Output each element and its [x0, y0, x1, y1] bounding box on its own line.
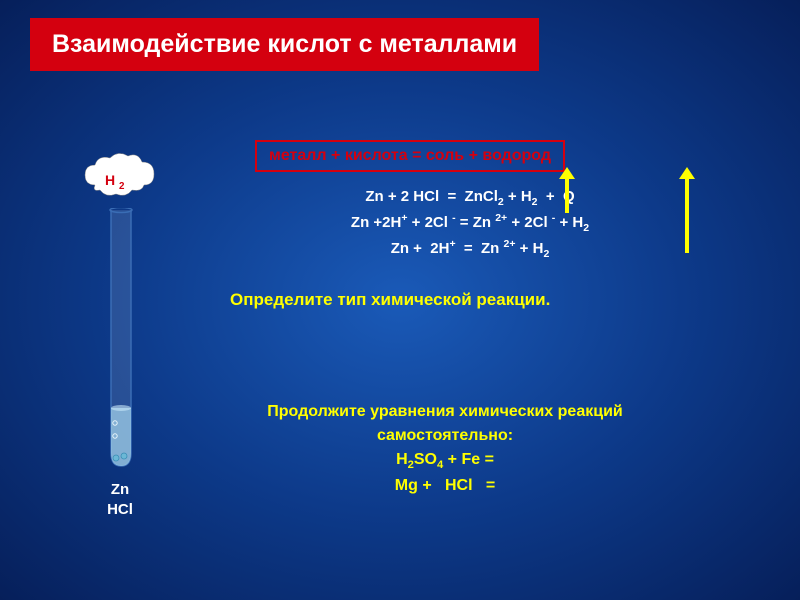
tube-hcl-label: HCl	[70, 500, 170, 520]
equation-line-2: Zn +2H+ + 2Cl - = Zn 2+ + 2Cl - + H2	[255, 211, 685, 237]
prompt2-line4: Mg + HCl =	[230, 474, 660, 498]
prompt-continue-equations: Продолжите уравнения химических реакций …	[230, 400, 660, 498]
test-tube-icon	[108, 208, 134, 468]
slide-title: Взаимодействие кислот с металлами	[30, 18, 539, 71]
equations-block: Zn + 2 HCl = ZnCl2 + H2 + Q Zn +2H+ + 2C…	[255, 186, 685, 262]
equation-line-3: Zn + 2H+ = Zn 2+ + H2	[255, 237, 685, 263]
up-arrow-icon	[685, 175, 689, 253]
equation-line-1: Zn + 2 HCl = ZnCl2 + H2 + Q	[255, 186, 685, 211]
prompt2-line1: Продолжите уравнения химических реакций	[230, 400, 660, 424]
prompt2-line2: самостоятельно:	[230, 424, 660, 448]
tube-contents-label: Zn HCl	[70, 480, 170, 519]
up-arrow-icon	[565, 175, 569, 213]
prompt2-line3: H2SO4 + Fe =	[230, 448, 660, 474]
prompt-reaction-type: Определите тип химической реакции.	[230, 290, 550, 310]
tube-zn-label: Zn	[70, 480, 170, 500]
test-tube-diagram: Н 2 Zn HCl	[70, 150, 170, 530]
h2-gas-label: Н 2	[105, 172, 124, 192]
reaction-formula-box: металл + кислота = соль + водород	[255, 140, 565, 172]
